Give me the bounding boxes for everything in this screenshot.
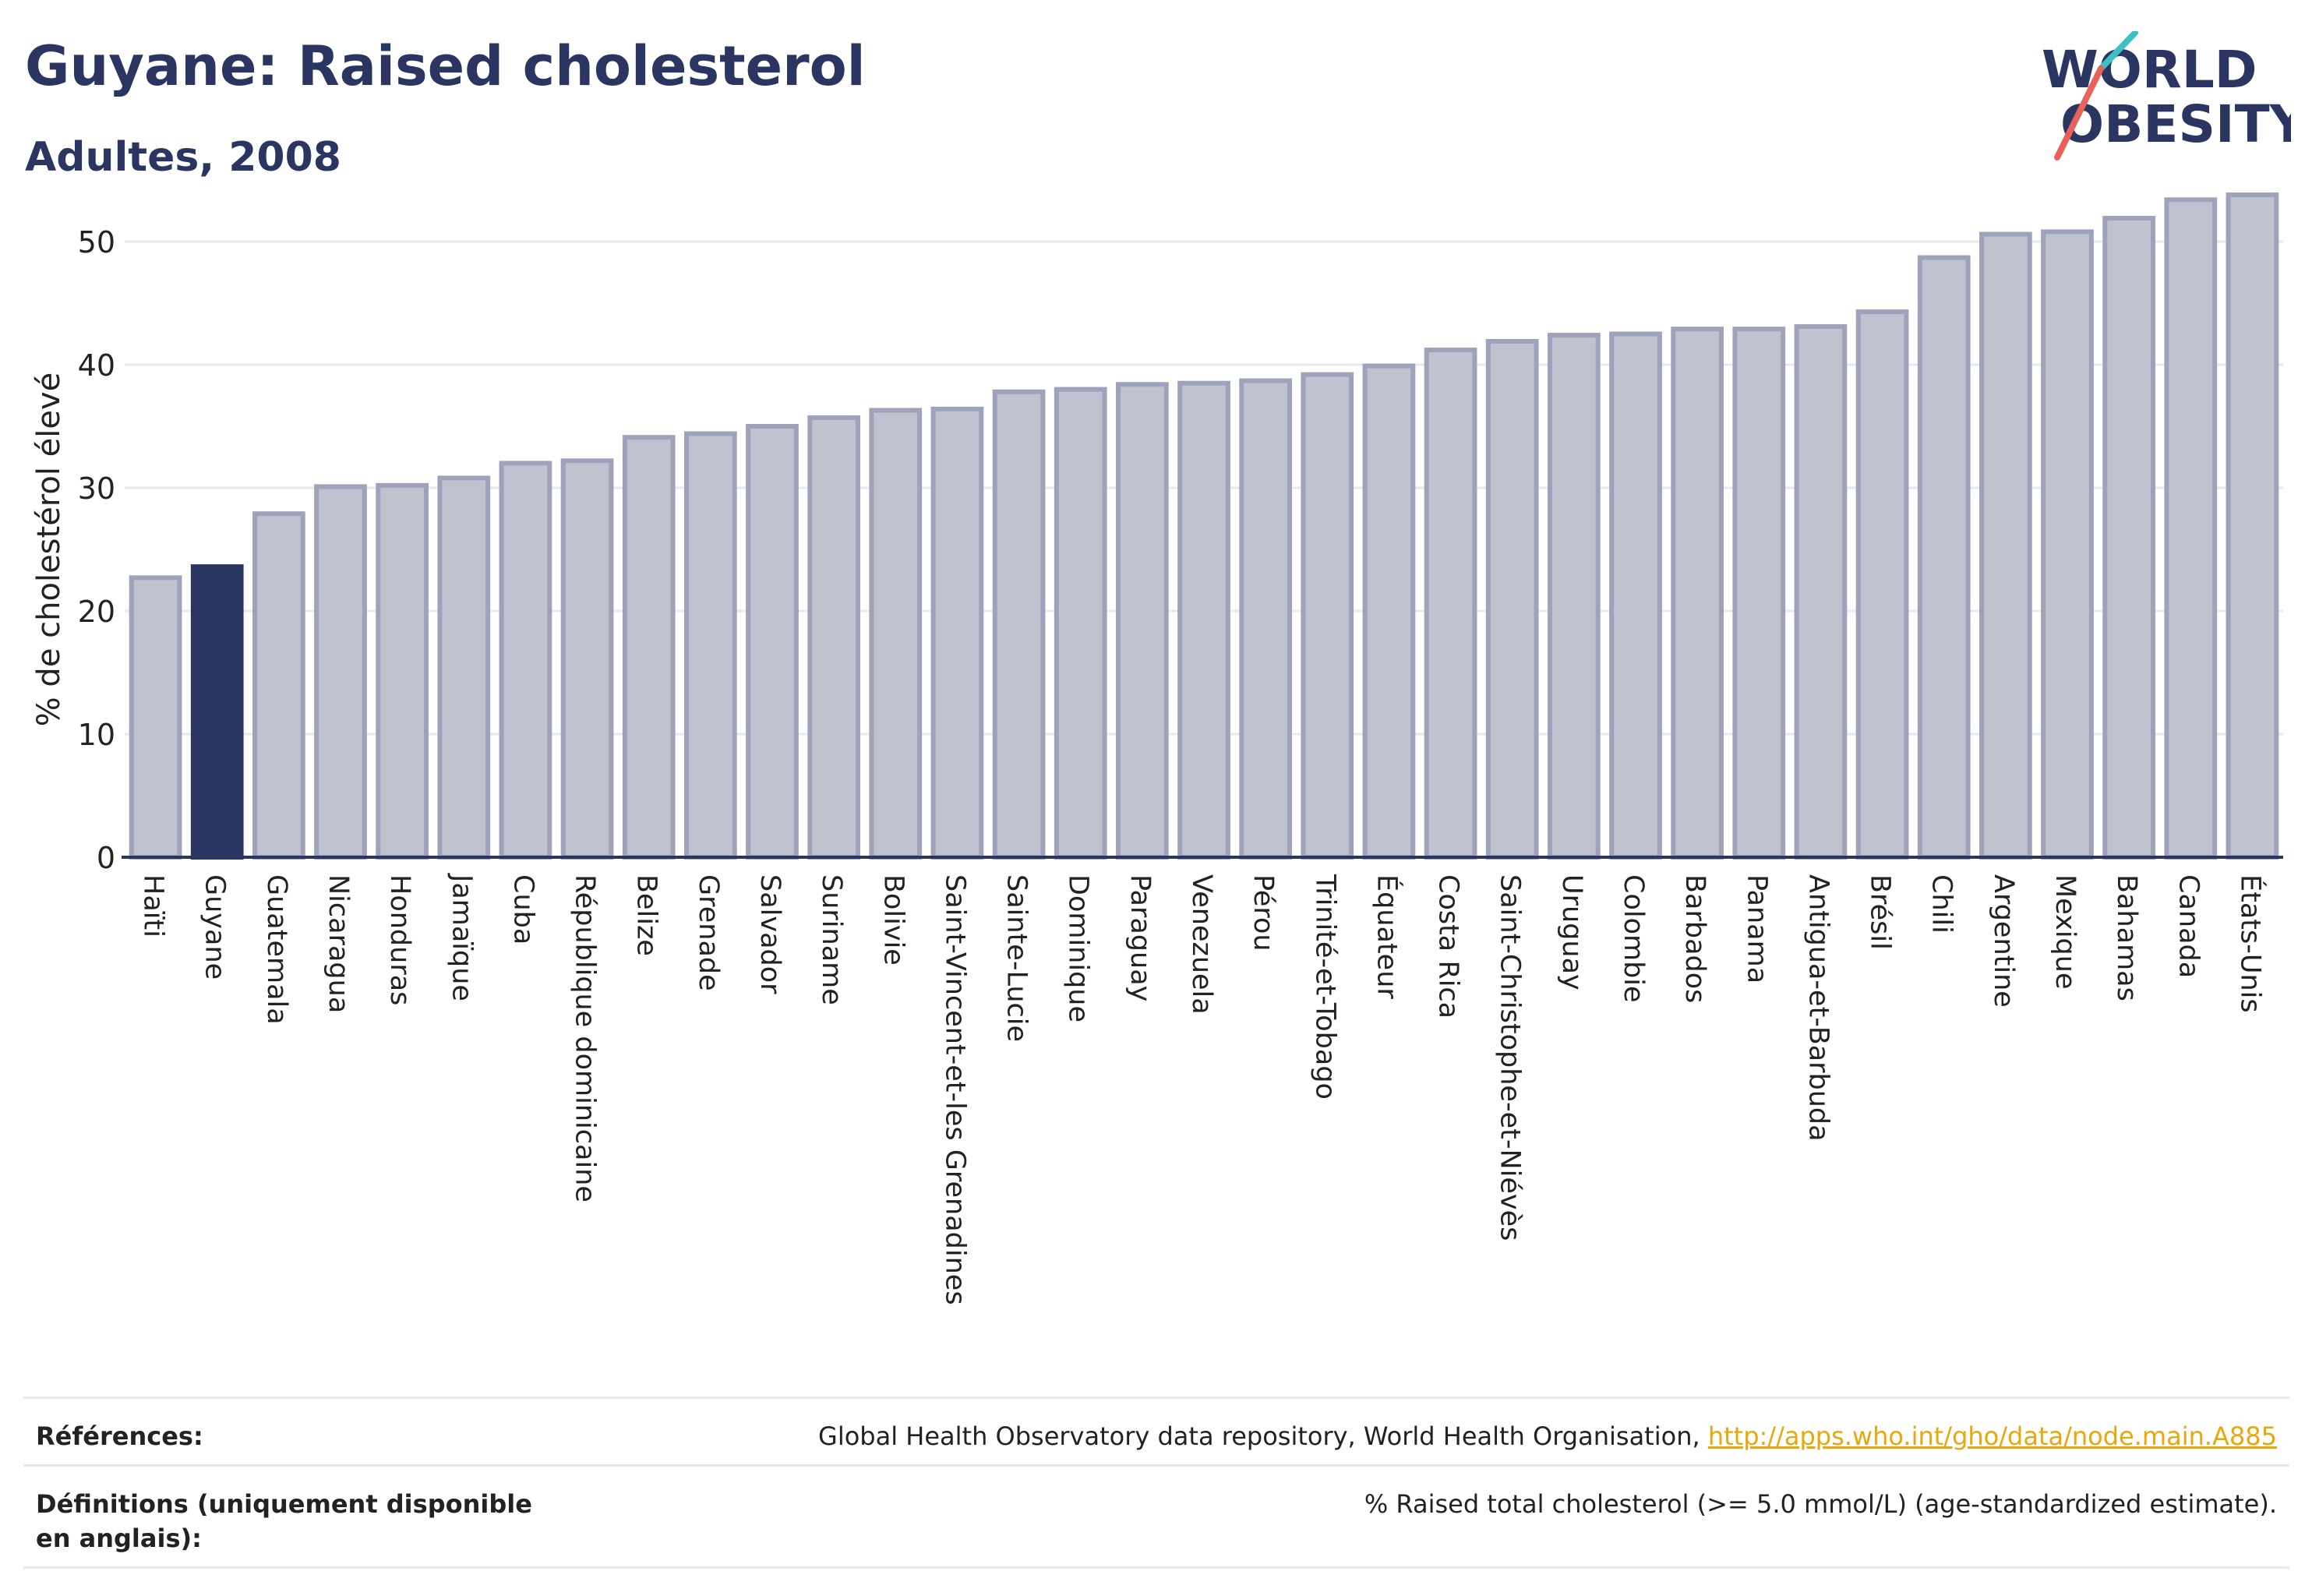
bar-22 [1485, 338, 1539, 860]
x-tick-label: Belize [631, 874, 662, 956]
bar-15 [1054, 387, 1107, 860]
bar-19 [1301, 372, 1354, 860]
x-tick-label: Chili [1926, 874, 1957, 934]
x-tick-label: États-Unis [2234, 874, 2267, 1013]
x-tick-label: Barbados [1679, 874, 1710, 1003]
bar-26 [1732, 327, 1786, 860]
references-text: Global Health Observatory data repositor… [818, 1421, 1708, 1451]
x-tick-label: Venezuela [1186, 874, 1217, 1015]
x-tick-label: Uruguay [1556, 874, 1587, 990]
bar-32 [2102, 215, 2156, 860]
y-tick-label: 50 [78, 225, 115, 260]
logo-line1: WORLD [2042, 40, 2257, 100]
bar-14 [992, 389, 1046, 860]
y-tick-label: 0 [97, 841, 115, 875]
chart-subtitle: Adultes, 2008 [25, 134, 341, 181]
references-row: Références: Global Health Observatory da… [23, 1396, 2289, 1464]
bar-1 [190, 564, 244, 860]
x-tick-label: Panama [1741, 874, 1772, 983]
references-link[interactable]: http://apps.who.int/gho/data/node.main.A… [1707, 1421, 2277, 1451]
y-tick-label: 10 [78, 718, 115, 752]
x-tick-label: Guatemala [261, 874, 292, 1025]
x-tick-label: Nicaragua [323, 874, 354, 1013]
bar-5 [437, 475, 491, 860]
x-tick-label: Bolivie [877, 874, 909, 966]
x-tick-labels: Haïti Guyane Guatemala Nicaragua Honduras Jam… [138, 873, 2268, 1305]
x-tick-label: Trinité-et-Tobago [1309, 874, 1340, 1100]
references-table: Références: Global Health Observatory da… [23, 1396, 2289, 1569]
bar-34 [2226, 192, 2279, 860]
x-tick-label: Colombie [1618, 874, 1649, 1003]
x-tick-label: Équateur [1371, 874, 1403, 999]
bar-7 [560, 458, 614, 860]
x-tick-label: Bahamas [2111, 874, 2142, 1001]
x-tick-label: Suriname [816, 874, 847, 1005]
bar-2 [252, 511, 305, 860]
x-tick-label: Canada [2173, 874, 2204, 978]
x-tick-label: Pérou [1248, 874, 1279, 952]
x-tick-label: Cuba [507, 874, 538, 945]
bar-4 [376, 482, 429, 860]
bar-24 [1609, 331, 1662, 860]
bar-13 [930, 406, 984, 860]
references-value: Global Health Observatory data repositor… [818, 1419, 2277, 1453]
x-tick-label: République dominicaine [570, 874, 601, 1202]
x-tick-label: Jamaïque [446, 873, 477, 1001]
x-tick-label: Antigua-et-Barbuda [1802, 874, 1834, 1142]
bar-20 [1362, 363, 1416, 860]
x-tick-label: Costa Rica [1433, 874, 1464, 1019]
references-label: Références: [36, 1421, 203, 1451]
y-axis-label: % de cholestérol élevé [31, 373, 67, 727]
logo-slash-teal [2098, 31, 2138, 72]
y-tick-label: 30 [78, 471, 115, 506]
definitions-label: Définitions (uniquement disponible en an… [36, 1489, 532, 1553]
bar-31 [2041, 229, 2094, 860]
x-tick-label: Salvador [754, 874, 785, 994]
bar-10 [746, 424, 799, 860]
bar-9 [683, 431, 737, 860]
x-tick-label: Sainte-Lucie [1001, 874, 1032, 1042]
bar-28 [1855, 309, 1909, 860]
bar-25 [1671, 327, 1724, 860]
bar-17 [1177, 380, 1230, 860]
bar-8 [622, 435, 676, 860]
bar-16 [1115, 382, 1169, 860]
bar-23 [1547, 333, 1601, 860]
bar-0 [129, 575, 182, 860]
bar-18 [1239, 378, 1293, 860]
bar-33 [2164, 197, 2218, 860]
x-tick-label: Paraguay [1124, 874, 1156, 1001]
x-tick-label: Guyane [199, 874, 231, 980]
world-obesity-logo: WORLD OBESITY [2042, 31, 2291, 161]
chart-title: Guyane: Raised cholesterol [25, 34, 866, 98]
x-tick-label: Grenade [693, 874, 724, 991]
bar-21 [1424, 348, 1477, 860]
y-tick-label: 40 [78, 348, 115, 383]
x-tick-label: Saint-Vincent-et-les Grenadines [939, 874, 970, 1305]
x-tick-label: Honduras [384, 874, 415, 1005]
x-tick-label: Dominique [1063, 874, 1094, 1022]
bar-30 [1978, 231, 2032, 860]
x-tick-label: Haïti [138, 874, 169, 937]
y-tick-labels: 0 10 20 30 40 50 [78, 225, 115, 875]
bars [129, 192, 2279, 860]
logo-slash-red [2054, 65, 2104, 161]
bar-12 [869, 408, 923, 860]
definitions-value: % Raised total cholesterol (>= 5.0 mmol/… [1364, 1489, 2277, 1519]
x-tick-label: Brésil [1865, 874, 1896, 950]
bar-11 [807, 415, 861, 860]
bar-27 [1794, 324, 1848, 860]
logo-line2: OBESITY [2060, 94, 2291, 154]
bar-6 [499, 461, 552, 860]
bar-3 [314, 484, 367, 860]
x-tick-label: Saint-Christophe-et-Niévès [1495, 874, 1526, 1241]
bar-chart: 0 10 20 30 40 50 Haïti Guyane Guatemala Nicaragu… [31, 192, 2283, 1305]
x-tick-label: Argentine [1988, 874, 2019, 1008]
definitions-row: Définitions (uniquement disponible en an… [23, 1464, 2289, 1569]
x-tick-label: Mexique [2049, 874, 2081, 990]
bar-29 [1917, 255, 1971, 860]
y-tick-label: 20 [78, 595, 115, 629]
